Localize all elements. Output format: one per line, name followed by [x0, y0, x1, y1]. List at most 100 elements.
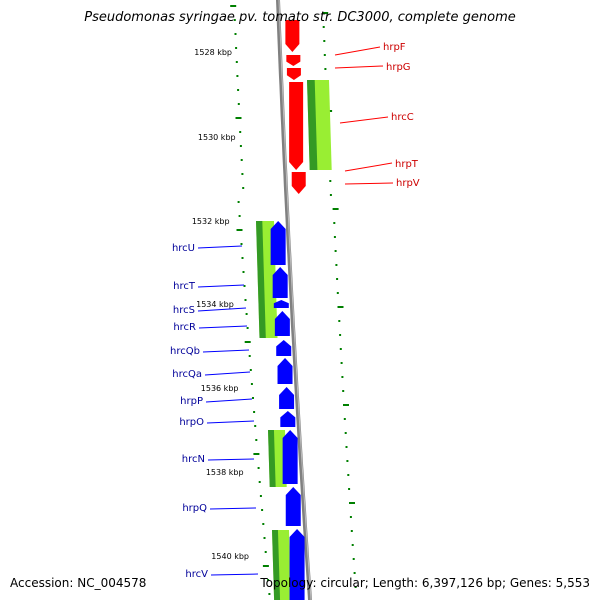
red-gene-arrow-1 [285, 20, 300, 52]
gene-label-hrpF: hrpF [383, 42, 406, 53]
feature-bar-lower-1-shade [256, 221, 266, 338]
tick-right [353, 572, 356, 574]
tick-left [257, 467, 260, 469]
tick-right [324, 68, 327, 70]
tick-left [255, 439, 258, 441]
gene-label-hrpG: hrpG [386, 62, 411, 73]
tick-left [243, 285, 246, 287]
scale-label: 1536 kbp [201, 384, 239, 393]
tick-left [246, 327, 249, 329]
gene-label-hrcQa: hrcQa [172, 369, 202, 380]
tick-right [346, 460, 349, 462]
tick-left [242, 271, 245, 273]
tick-right [342, 390, 345, 392]
tick-right [337, 306, 344, 308]
tick-left [258, 481, 261, 483]
blue-gene-arrow-1 [270, 221, 286, 265]
blue-gene-arrow-6 [277, 358, 293, 384]
tick-right [343, 418, 346, 420]
tick-right [334, 250, 337, 252]
tick-right [338, 320, 341, 322]
map-title: Pseudomonas syringae pv. tomato str. DC3… [84, 10, 516, 25]
blue-gene-arrow-9 [282, 430, 298, 484]
tick-right [341, 376, 344, 378]
red-gene-arrow-5 [291, 172, 306, 194]
red-gene-arrow-2 [286, 55, 301, 66]
tick-right [322, 26, 325, 28]
scale-label: 1534 kbp [196, 300, 234, 309]
accession-label: Accession: NC_004578 [10, 576, 147, 590]
tick-left [234, 33, 237, 35]
tick-left [263, 537, 266, 539]
tick-right [332, 208, 339, 210]
leader-line-hrpV [344, 182, 394, 185]
gene-labels: hrpF hrpG hrcC hrpT hrpV hrcU hrcT hrcS hrcR hrcQ… [170, 42, 420, 580]
blue-gene-arrow-7 [279, 387, 295, 409]
scale-labels: 1528 kbp 1530 kbp 1532 kbp 1534 kbp 1536 kbp… [192, 48, 249, 561]
tick-left [241, 257, 244, 259]
tick-left [262, 565, 269, 567]
tick-right [322, 12, 329, 14]
tick-right [349, 516, 352, 518]
blue-gene-arrow-5 [276, 340, 292, 356]
tick-right [323, 40, 326, 42]
tick-right [333, 236, 336, 238]
tick-left [241, 173, 244, 175]
tick-left [248, 355, 251, 357]
tick-left [268, 593, 271, 595]
leader-line-hrcS [197, 307, 247, 312]
gene-label-hrpV: hrpV [396, 178, 420, 189]
tick-left [244, 341, 251, 343]
gene-label-hrpO: hrpO [179, 417, 204, 428]
scale-label: 1540 kbp [211, 552, 249, 561]
red-gene-arrow-4 [289, 82, 304, 170]
backbone-line [275, 0, 313, 600]
leader-line-hrcQb [202, 349, 250, 353]
tick-right [335, 264, 338, 266]
tick-right [336, 278, 339, 280]
leader-line-hrcV [210, 573, 259, 576]
leader-line-hrcC [339, 116, 389, 124]
gene-label-hrcV: hrcV [185, 569, 208, 580]
gene-label-hrpT: hrpT [395, 159, 419, 170]
leader-line-hrpG [334, 65, 384, 69]
leader-line-hrcR [198, 325, 248, 329]
leader-line-hrpF [334, 46, 381, 56]
tick-left [259, 495, 262, 497]
tick-left [252, 397, 254, 399]
tick-left [235, 47, 238, 49]
blue-gene-arrow-4 [274, 311, 290, 336]
tick-left [236, 75, 239, 77]
gene-label-hrpQ: hrpQ [182, 503, 207, 514]
tick-right [350, 530, 353, 532]
tick-left [237, 201, 240, 203]
gene-label-hrcU: hrcU [172, 243, 195, 254]
tick-right [333, 222, 336, 224]
tick-right [339, 334, 342, 336]
gene-arrows [270, 20, 306, 600]
leader-line-hrpQ [209, 507, 257, 510]
tick-left [238, 215, 241, 217]
tick-left [253, 453, 260, 455]
tick-left [250, 383, 253, 385]
tick-left [237, 103, 240, 105]
tick-left [244, 299, 247, 301]
feature-bar-upper-shade [307, 80, 318, 170]
tick-right [351, 544, 354, 546]
tick-left [240, 243, 243, 245]
tick-left [240, 159, 243, 161]
scale-label: 1538 kbp [206, 468, 244, 477]
tick-right [340, 362, 343, 364]
tick-left [233, 19, 236, 21]
tick-right [347, 474, 350, 476]
scale-label: 1532 kbp [192, 217, 230, 226]
tick-right [354, 586, 357, 588]
tick-right [323, 54, 326, 56]
tick-left [239, 131, 242, 133]
tick-right [329, 180, 332, 182]
tick-right [339, 348, 342, 350]
blue-gene-arrow-10 [285, 487, 301, 526]
genome-backbone [275, 0, 313, 600]
gene-label-hrcC: hrcC [391, 112, 414, 123]
